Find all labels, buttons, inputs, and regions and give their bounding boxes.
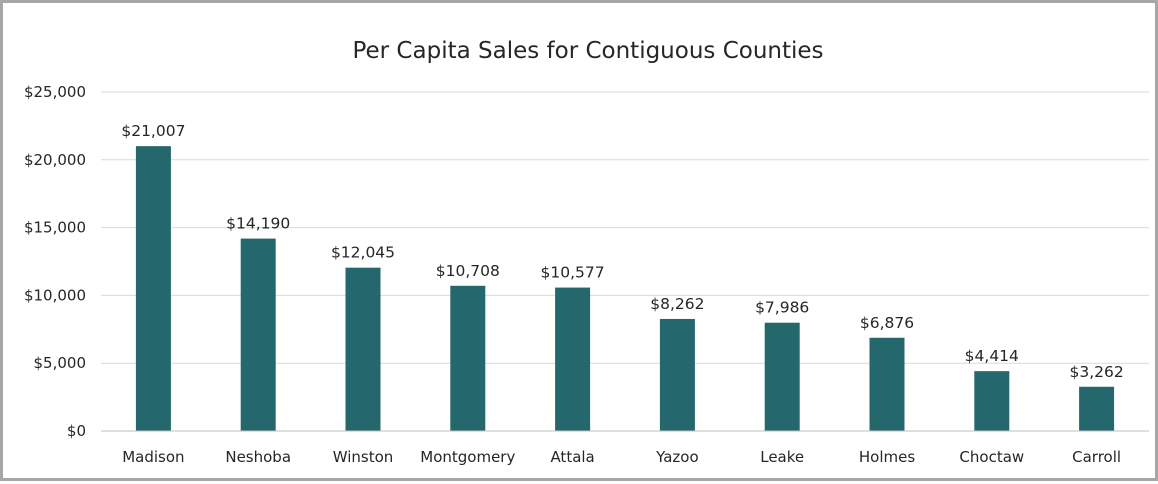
y-axis-tick-labels: $0 $5,000 $10,000 $15,000 $20,000 $25,000: [24, 83, 86, 440]
data-label: $21,007: [121, 122, 185, 140]
x-tick-label: Leake: [760, 448, 804, 466]
y-tick-label: $20,000: [24, 151, 86, 169]
y-tick-label: $15,000: [24, 219, 86, 237]
bar: [450, 285, 486, 431]
x-tick-label: Holmes: [859, 448, 915, 466]
y-tick-label: $25,000: [24, 83, 86, 101]
data-label: $8,262: [650, 295, 704, 313]
bar: [659, 318, 695, 431]
bars: [135, 146, 1115, 431]
bar: [135, 146, 171, 431]
x-tick-label: Neshoba: [225, 448, 291, 466]
y-tick-label: $0: [67, 422, 86, 440]
x-tick-label: Choctaw: [959, 448, 1024, 466]
data-label: $14,190: [226, 215, 290, 233]
data-label: $3,262: [1069, 363, 1123, 381]
y-tick-label: $5,000: [34, 354, 87, 372]
data-label: $4,414: [965, 347, 1019, 365]
y-tick-label: $10,000: [24, 286, 86, 304]
bar: [1079, 386, 1115, 431]
data-label: $6,876: [860, 314, 914, 332]
data-label: $10,577: [541, 264, 605, 282]
data-label: $12,045: [331, 244, 395, 262]
bar: [974, 371, 1010, 431]
bar: [240, 238, 276, 431]
x-tick-label: Carroll: [1072, 448, 1121, 466]
x-tick-label: Madison: [122, 448, 184, 466]
bar: [869, 337, 905, 431]
bar: [555, 287, 591, 431]
chart-title: Per Capita Sales for Contiguous Counties: [352, 38, 823, 64]
x-tick-label: Yazoo: [655, 448, 699, 466]
bar-chart: Per Capita Sales for Contiguous Counties…: [24, 38, 1149, 466]
x-axis-tick-labels: Madison Neshoba Winston Montgomery Attala Yaz…: [122, 448, 1121, 466]
data-label: $7,986: [755, 299, 809, 317]
data-label: $10,708: [436, 262, 500, 280]
bar: [764, 322, 800, 431]
x-tick-label: Winston: [333, 448, 394, 466]
data-labels: $21,007 $14,190 $12,045 $10,708 $10,577 $8,26…: [121, 122, 1123, 381]
bar: [345, 267, 381, 431]
x-tick-label: Attala: [550, 448, 594, 466]
x-tick-label: Montgomery: [420, 448, 515, 466]
